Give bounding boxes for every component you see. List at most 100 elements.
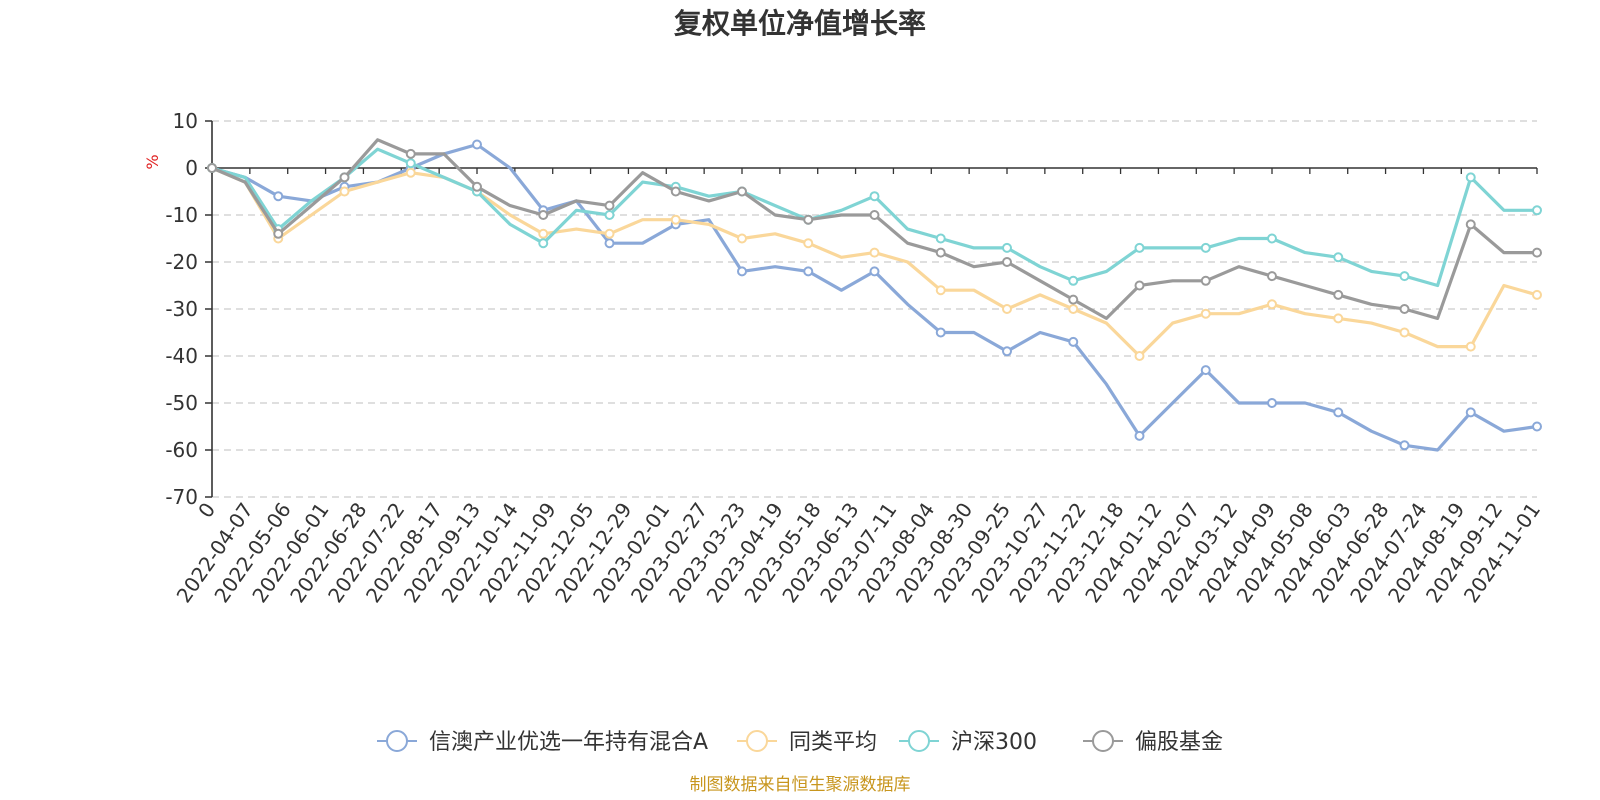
data-point — [472, 181, 482, 192]
data-point — [803, 214, 814, 225]
data-point — [1134, 242, 1145, 253]
data-point — [1333, 252, 1344, 263]
series-4 — [207, 138, 1542, 320]
data-point — [737, 233, 747, 244]
y-tick-label: -40 — [165, 344, 198, 368]
data-point — [935, 247, 946, 258]
data-point — [207, 163, 217, 173]
series-lines — [207, 138, 1542, 452]
data-point — [869, 266, 880, 277]
data-point — [405, 148, 416, 159]
data-point — [1200, 275, 1211, 286]
data-point — [1465, 172, 1476, 183]
legend-label: 信澳产业优选一年持有混合A — [429, 730, 708, 755]
data-point — [737, 186, 747, 197]
y-tick-label: 10 — [173, 109, 198, 133]
data-point — [1002, 304, 1012, 314]
data-point — [1267, 299, 1277, 310]
y-tick-label: -10 — [165, 203, 198, 227]
legend-item[interactable]: 偏股基金 — [1083, 730, 1223, 755]
y-tick-labels: 10 0 -10 -20 -30 -40 -50 -60 -70 — [165, 109, 198, 509]
data-point — [1465, 219, 1476, 230]
data-point — [1068, 294, 1079, 305]
data-point — [1532, 205, 1542, 216]
x-tick-labels: 02022-04-072022-05-062022-06-012022-06-2… — [172, 498, 1545, 607]
legend-item[interactable]: 沪深300 — [899, 730, 1037, 755]
data-point — [339, 186, 350, 197]
data-point — [405, 167, 416, 178]
data-point — [1002, 346, 1012, 357]
data-point — [935, 285, 946, 296]
data-point — [1068, 275, 1079, 286]
legend-item[interactable]: 同类平均 — [737, 730, 877, 755]
data-point — [869, 210, 880, 220]
data-point — [803, 266, 814, 277]
data-point — [1399, 271, 1410, 282]
data-point — [538, 228, 549, 239]
axes — [211, 121, 1538, 497]
data-point — [1134, 280, 1145, 291]
data-point — [1267, 233, 1277, 244]
data-point — [1399, 327, 1410, 338]
data-point — [1532, 421, 1542, 432]
data-point — [1068, 336, 1079, 347]
legend-label: 沪深300 — [951, 730, 1037, 755]
source-note: 制图数据来自恒生聚源数据库 — [690, 775, 911, 795]
y-tick-label: -50 — [165, 391, 198, 415]
x-tick-label: 0 — [193, 498, 220, 522]
series-3 — [207, 147, 1542, 288]
data-point — [1465, 341, 1476, 352]
data-point — [1134, 430, 1145, 441]
series-2 — [207, 163, 1542, 361]
y-tick-label: -70 — [165, 485, 198, 509]
legend-marker-icon — [1092, 730, 1114, 752]
data-point — [1002, 242, 1012, 253]
data-point — [273, 228, 284, 239]
data-point — [935, 327, 946, 338]
chart-title: 复权单位净值增长率 — [674, 7, 926, 40]
data-point — [1532, 247, 1542, 258]
data-point — [538, 210, 549, 220]
data-point — [538, 238, 549, 249]
data-point — [1200, 365, 1211, 376]
data-point — [803, 238, 814, 249]
data-point — [339, 172, 350, 183]
data-point — [1068, 304, 1079, 314]
data-point — [869, 191, 880, 202]
data-point — [935, 233, 946, 244]
data-point — [1399, 440, 1410, 451]
data-point — [273, 191, 284, 202]
data-point — [604, 228, 615, 239]
data-point — [604, 238, 615, 249]
data-point — [1465, 407, 1476, 418]
data-point — [1532, 289, 1542, 300]
legend-label: 同类平均 — [789, 730, 877, 755]
data-point — [1267, 398, 1277, 408]
data-point — [737, 266, 747, 277]
y-tick-label: -20 — [165, 250, 198, 274]
legend-marker-icon — [386, 730, 408, 752]
data-point — [604, 210, 615, 220]
data-point — [1333, 407, 1344, 418]
data-point — [670, 186, 681, 197]
data-point — [670, 214, 681, 225]
data-point — [869, 247, 880, 258]
legend-marker-icon — [746, 730, 768, 752]
data-point — [1134, 351, 1145, 361]
data-point — [1200, 242, 1211, 253]
data-point — [604, 200, 615, 211]
y-tick-label: 0 — [185, 156, 198, 180]
y-tick-label: -60 — [165, 438, 198, 462]
data-point — [1333, 289, 1344, 300]
data-point — [1399, 304, 1410, 314]
data-point — [1267, 271, 1277, 282]
data-point — [1002, 257, 1012, 267]
data-point — [1333, 313, 1344, 324]
data-point — [405, 158, 416, 169]
legend-marker-icon — [908, 730, 930, 752]
legend[interactable]: 信澳产业优选一年持有混合A 同类平均 沪深300 偏股基金 — [377, 730, 1223, 755]
legend-item[interactable]: 信澳产业优选一年持有混合A — [377, 730, 708, 755]
y-axis-unit: % — [143, 154, 162, 169]
data-point — [472, 139, 482, 150]
